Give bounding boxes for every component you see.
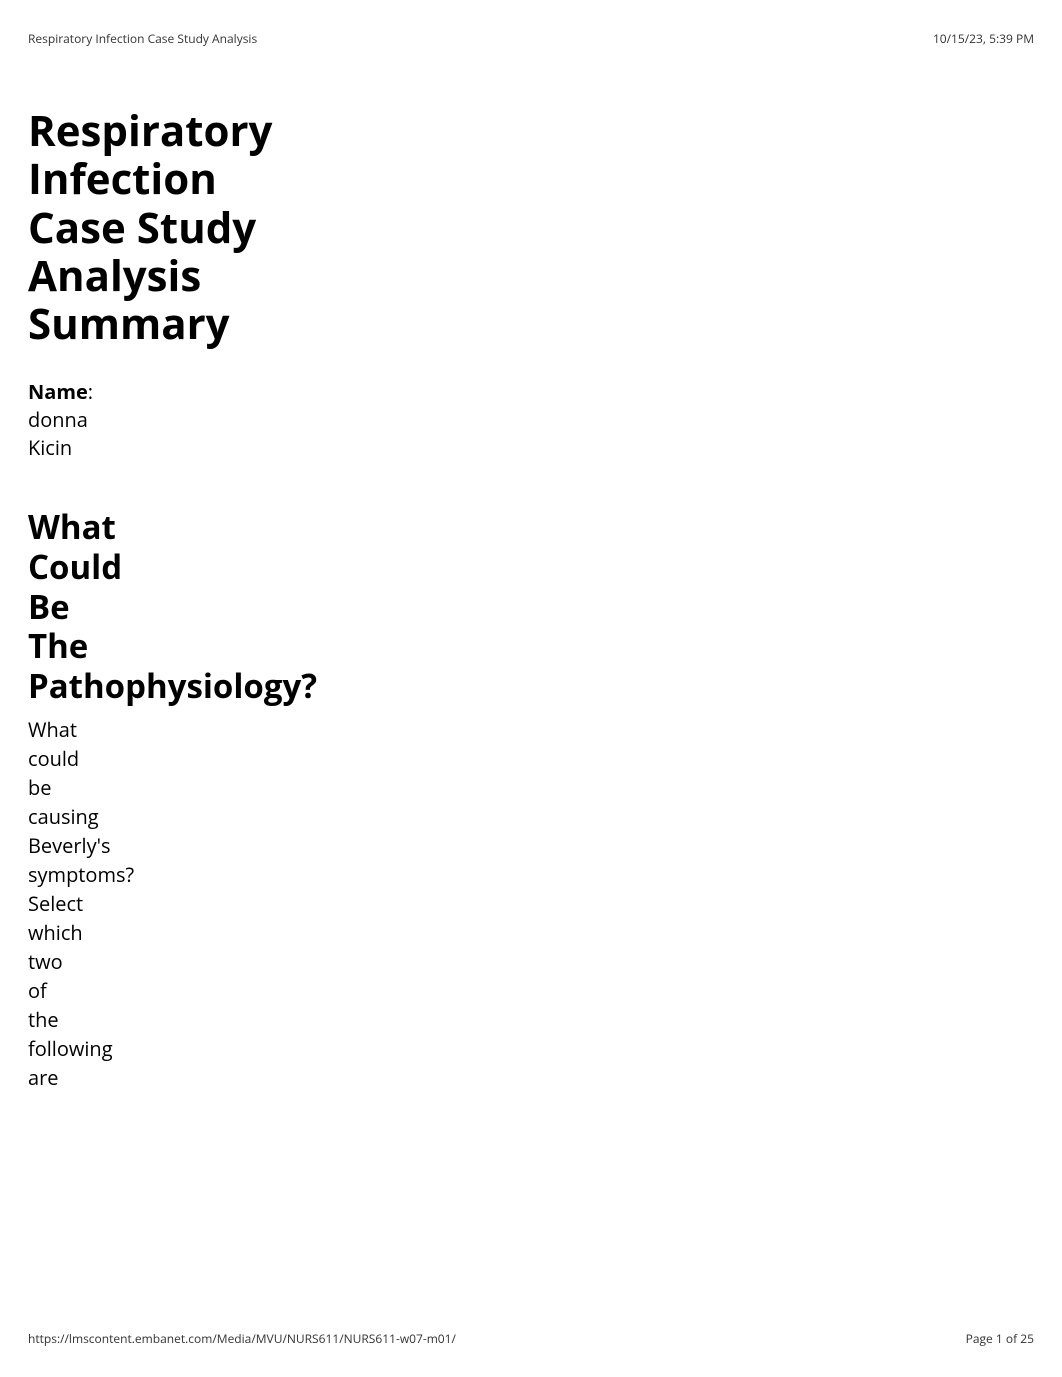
body-word: Beverly's bbox=[28, 831, 1034, 860]
header-timestamp: 10/15/23, 5:39 PM bbox=[933, 30, 1034, 47]
header-title: Respiratory Infection Case Study Analysi… bbox=[28, 30, 257, 47]
body-word: could bbox=[28, 744, 1034, 773]
body-word: which bbox=[28, 918, 1034, 947]
body-word: symptoms? bbox=[28, 860, 1034, 889]
heading-word: What bbox=[28, 507, 1034, 547]
body-word: two bbox=[28, 947, 1034, 976]
body-word: Select bbox=[28, 889, 1034, 918]
body-word: What bbox=[28, 715, 1034, 744]
footer-page-info: Page 1 of 25 bbox=[966, 1330, 1034, 1347]
footer-url: https://lmscontent.embanet.com/Media/MVU… bbox=[28, 1330, 456, 1347]
main-title: Respiratory Infection Case Study Analysi… bbox=[28, 107, 278, 348]
body-word: following bbox=[28, 1034, 1034, 1063]
body-text: What could be causing Beverly's symptoms… bbox=[28, 715, 1034, 1092]
body-word: of bbox=[28, 976, 1034, 1005]
body-word: be bbox=[28, 773, 1034, 802]
name-value-line2: Kicin bbox=[28, 434, 72, 461]
heading-word: Be bbox=[28, 587, 1034, 627]
heading-word: Pathophysiology? bbox=[28, 666, 1034, 706]
name-section: Name: donna Kicin bbox=[28, 378, 1034, 462]
page-footer: https://lmscontent.embanet.com/Media/MVU… bbox=[28, 1330, 1034, 1347]
section-heading: What Could Be The Pathophysiology? bbox=[28, 507, 1034, 705]
title-word: Summary bbox=[28, 295, 230, 352]
name-label: Name bbox=[28, 378, 88, 405]
heading-word: The bbox=[28, 626, 1034, 666]
body-word: causing bbox=[28, 802, 1034, 831]
body-word: the bbox=[28, 1005, 1034, 1034]
page-header: Respiratory Infection Case Study Analysi… bbox=[28, 30, 1034, 47]
name-colon: : bbox=[88, 378, 93, 405]
name-value-line1: donna bbox=[28, 406, 88, 433]
body-word: are bbox=[28, 1063, 1034, 1092]
heading-word: Could bbox=[28, 547, 1034, 587]
